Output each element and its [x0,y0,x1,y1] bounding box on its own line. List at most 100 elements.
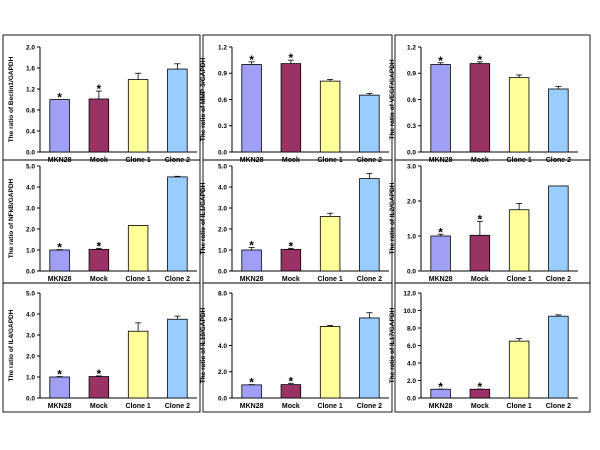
bar-clone-1 [508,340,530,399]
chart-panel-9: 0.0 2.0 4.0 6.0 8.0 10.0 12.0 The ratio of IL17… [389,282,591,413]
significance-star: * [478,53,483,67]
y-axis-label: The ratio of IL17/GAPDH [389,307,396,383]
chart-panel-6: 0.0 1.0 2.0 3.0 The ratio of IL2/GAPDH * MKN28… [389,159,591,284]
y-tick-label: 0.0 [26,149,35,156]
y-tick-label: 0.0 [407,149,416,156]
x-tick-label: MKN28 [48,157,72,164]
significance-star: * [438,225,443,239]
y-axis-label: The ratio of IL1/GAPDH [200,182,207,254]
significance-star: * [289,51,294,65]
significance-star: * [289,239,294,253]
y-tick-label: 3.0 [26,205,35,212]
significance-star: * [249,53,254,67]
panel-frame [2,282,201,413]
y-tick-label: 1.2 [407,44,416,51]
x-tick-label: Clone 2 [357,276,382,283]
bar-clone-1 [319,80,341,153]
chart-panel-1: 0.0 0.4 0.8 1.2 1.6 2.0 The ratio of Beclin1/G… [2,34,201,164]
bar-clone-2 [359,317,380,399]
significance-star: * [289,374,294,388]
y-tick-label: 8.0 [407,325,416,332]
x-tick-label: Clone 1 [317,403,342,410]
y-tick-label: 0.4 [26,128,35,135]
y-tick-label: 4.0 [407,360,416,367]
chart-panel-7: 0.0 1.0 2.0 3.0 4.0 5.0 The ratio of IL4/GAPDH… [2,282,201,413]
x-tick-label: Clone 1 [317,276,342,283]
bar-clone-2 [167,176,188,272]
significance-star: * [97,82,102,96]
x-tick-label: Mock [90,276,108,283]
chart-panel-4: 0.0 1.0 2.0 3.0 4.0 5.0 The ratio of NFkB/GAPD… [2,159,201,284]
bar-mkn28 [430,64,451,153]
y-tick-label: 1.0 [218,247,227,254]
y-axis-label: The ratio of IL4/GAPDH [8,309,15,381]
bar-clone-2 [167,318,188,399]
significance-star: * [57,241,62,255]
x-tick-label: MKN28 [48,403,72,410]
y-tick-label: 1.2 [26,86,35,93]
significance-star: * [438,54,443,68]
significance-star: * [249,376,254,390]
y-tick-label: 6.0 [407,343,416,350]
bar-clone-2 [167,68,188,153]
x-tick-label: Mock [282,403,300,410]
y-tick-label: 0.6 [407,97,416,104]
y-axis-label: The ratio of NFkB/GAPDH [8,178,15,258]
x-tick-label: Mock [90,157,108,164]
significance-star: * [438,380,443,394]
y-tick-label: 4.0 [26,311,35,318]
x-tick-label: Clone 2 [165,157,190,164]
y-tick-label: 4.0 [218,343,227,350]
x-tick-label: Clone 1 [506,157,531,164]
x-tick-label: Mock [282,157,300,164]
y-tick-label: 3.0 [26,332,35,339]
bar-clone-2 [548,88,569,153]
chart-panel-3: 0.0 0.3 0.6 0.9 1.2 The ratio of VEGF/GAPDH * M… [389,34,591,164]
y-tick-label: 2.0 [26,353,35,360]
y-axis-label: The ratio of Beclin1/GAPDH [8,56,15,142]
bar-clone-1 [127,330,149,399]
bar-mkn28 [241,64,262,153]
bar-clone-1 [508,209,530,272]
y-tick-label: 8.0 [218,290,227,297]
y-tick-label: 0.0 [26,268,35,275]
significance-star: * [478,380,483,394]
bar-clone-2 [359,94,380,153]
y-tick-label: 2.0 [218,369,227,376]
x-tick-label: Clone 1 [506,276,531,283]
bar-clone-1 [127,225,149,272]
x-tick-label: MKN28 [48,276,72,283]
x-tick-label: Clone 2 [546,403,571,410]
x-tick-label: MKN28 [240,276,264,283]
x-tick-label: MKN28 [429,276,453,283]
y-tick-label: 2.0 [26,44,35,51]
x-tick-label: MKN28 [240,157,264,164]
x-tick-label: Clone 2 [546,157,571,164]
y-tick-label: 1.0 [26,247,35,254]
y-tick-label: 4.0 [26,184,35,191]
y-tick-label: 1.2 [218,44,227,51]
y-axis-label: The ratio of IL10/GAPDH [200,307,207,383]
x-tick-label: Clone 2 [165,403,190,410]
y-tick-label: 2.0 [26,226,35,233]
y-tick-label: 1.0 [407,233,416,240]
x-tick-label: MKN28 [429,403,453,410]
significance-star: * [478,212,483,226]
x-tick-label: Clone 1 [125,276,150,283]
bar-clone-1 [319,215,341,272]
y-tick-label: 0.0 [407,395,416,402]
y-tick-label: 2.0 [218,226,227,233]
y-tick-label: 0.9 [218,71,227,78]
y-axis-label: The ratio of VEGF/GAPDH [389,59,396,139]
x-tick-label: Clone 1 [317,157,342,164]
bar-clone-2 [548,315,569,399]
x-tick-label: Clone 2 [165,276,190,283]
x-tick-label: Clone 2 [357,157,382,164]
x-tick-label: Clone 2 [546,276,571,283]
x-tick-label: Mock [471,157,489,164]
x-tick-label: Clone 1 [125,403,150,410]
y-tick-label: 4.0 [218,184,227,191]
bar-mkn28 [430,235,451,272]
chart-panel-5: 0.0 1.0 2.0 3.0 4.0 5.0 The ratio of IL1/GAPDH… [200,159,393,284]
